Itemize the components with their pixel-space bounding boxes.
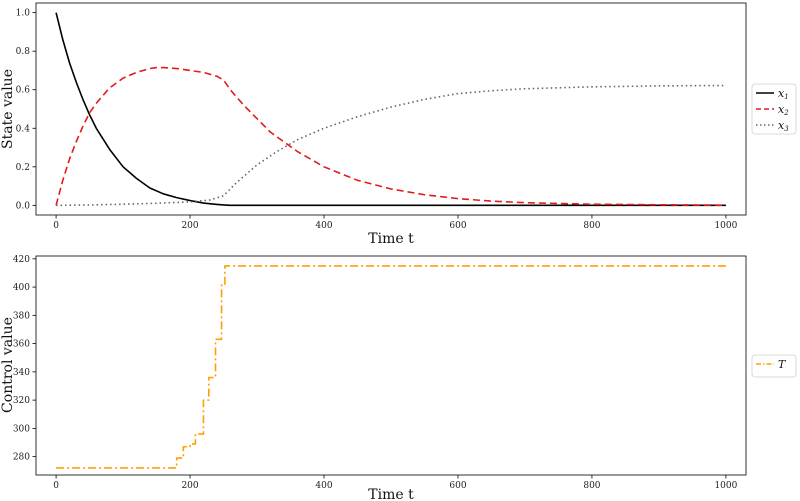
- state-chart-xlabel: Time t: [368, 231, 414, 247]
- state-legend-label-1: x1: [778, 87, 789, 101]
- state-chart-ylabel: State value: [0, 69, 16, 149]
- control-legend-frame: [751, 354, 797, 378]
- control-ytick-label: 280: [13, 453, 30, 463]
- state-series-line-1: [55, 12, 726, 207]
- control-chart-panel: 0 200 400 600 800 1000 280 300 320 340 360 380 400 42…: [0, 255, 797, 501]
- control-chart-ylabel: Control value: [0, 317, 16, 413]
- state-legend-label-3: x3: [778, 119, 789, 133]
- state-xtick-label: 800: [583, 221, 600, 231]
- state-chart-panel: 0 200 400 600 800 1000 0.0 0.2 0.4 0.6 0.8 1.0 Time…: [0, 2, 797, 247]
- state-ytick-label: 0.0: [16, 201, 31, 211]
- state-chart-legend: x1 x2 x3: [751, 83, 797, 135]
- state-chart-marks: 0 200 400 600 800 1000 0.0 0.2 0.4 0.6 0.8 1.0: [16, 9, 738, 231]
- control-xtick-label: 800: [583, 481, 600, 491]
- control-chart-frame: [35, 255, 747, 476]
- control-legend-label-1: T: [778, 358, 787, 371]
- control-xtick-label: 200: [181, 481, 198, 491]
- state-ytick-label: 0.2: [16, 163, 30, 173]
- state-xtick-label: 600: [449, 221, 466, 231]
- control-chart-marks: 0 200 400 600 800 1000 280 300 320 340 360 380 400 42…: [13, 255, 738, 491]
- state-chart-frame: [35, 2, 747, 216]
- control-xtick-label: 0: [53, 481, 59, 491]
- control-xtick-label: 400: [315, 481, 332, 491]
- state-series-line-3: [56, 84, 726, 207]
- control-series-line-1: [56, 265, 726, 469]
- state-series-line-2: [55, 66, 726, 206]
- state-legend-label-2: x2: [778, 103, 789, 117]
- state-ytick-label: 1.0: [16, 9, 31, 19]
- control-chart-xlabel: Time t: [368, 487, 414, 501]
- state-xtick-label: 200: [181, 221, 198, 231]
- control-chart-legend: T: [751, 354, 797, 378]
- control-ytick-label: 400: [13, 283, 30, 293]
- state-ytick-label: 0.8: [16, 47, 31, 57]
- control-ytick-label: 300: [13, 424, 30, 434]
- control-xtick-label: 1000: [714, 481, 737, 491]
- state-ytick-label: 0.4: [16, 124, 31, 134]
- control-ytick-label: 380: [13, 311, 30, 321]
- state-xtick-label: 1000: [714, 221, 737, 231]
- control-ytick-label: 320: [13, 396, 30, 406]
- state-ytick-label: 0.6: [16, 86, 31, 96]
- state-xtick-label: 400: [315, 221, 332, 231]
- control-ytick-label: 340: [13, 368, 30, 378]
- control-ytick-label: 360: [13, 340, 30, 350]
- state-xtick-label: 0: [53, 221, 59, 231]
- control-ytick-label: 420: [13, 255, 30, 265]
- control-xtick-label: 600: [449, 481, 466, 491]
